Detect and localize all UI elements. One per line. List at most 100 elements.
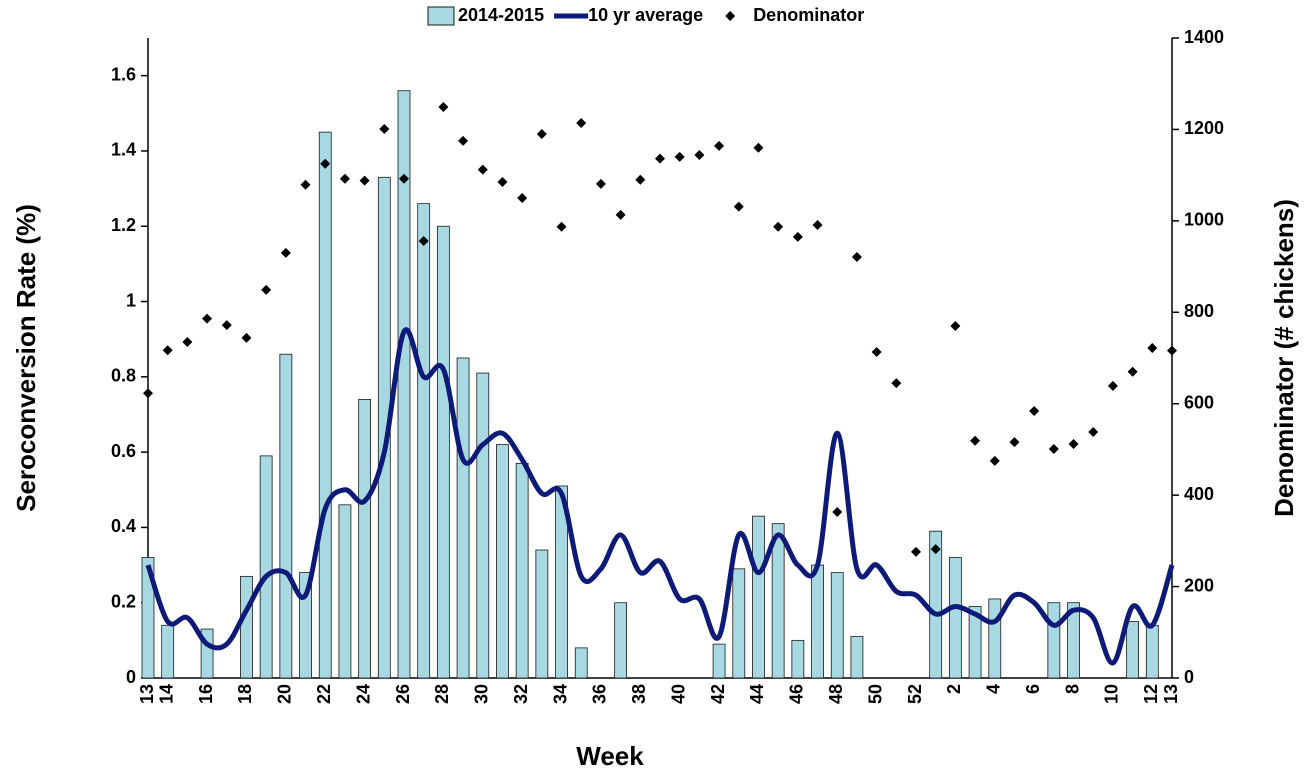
legend-swatch	[725, 11, 736, 21]
diamond-point	[911, 546, 921, 557]
diamond-point	[871, 347, 882, 358]
diamond-point	[497, 177, 508, 187]
y2-tick-label: 1400	[1184, 27, 1224, 47]
diamond-point	[261, 284, 272, 295]
y-tick-label: 1.4	[111, 140, 136, 160]
x-tick-label: 2	[944, 684, 964, 694]
diamond-point	[399, 173, 409, 184]
x-tick-label: 30	[472, 684, 492, 704]
bar	[1126, 621, 1140, 679]
y2-tick-label: 1200	[1184, 118, 1224, 138]
x-tick-label: 38	[629, 684, 649, 704]
diamond-point	[477, 164, 488, 175]
diamond-point	[536, 129, 547, 139]
legend-label: 2014-2015	[458, 5, 544, 25]
diamond-point	[595, 178, 606, 189]
x-tick-label: 36	[590, 684, 610, 704]
x-tick-label: 24	[353, 684, 373, 704]
x-tick-label: 8	[1062, 684, 1082, 694]
bar	[811, 564, 824, 679]
diamond-point	[143, 388, 153, 399]
x-tick-label: 10	[1102, 684, 1122, 704]
bar	[318, 131, 332, 679]
diamond-point	[635, 174, 646, 185]
bar	[279, 353, 293, 679]
x-tick-label: 14	[156, 684, 176, 704]
diamond-point	[1068, 438, 1079, 449]
bar	[496, 444, 509, 679]
x-tick-label: 42	[708, 684, 728, 704]
diamond-point	[733, 201, 744, 212]
bar	[968, 606, 982, 679]
bar	[141, 557, 155, 679]
diamond-point	[182, 337, 193, 347]
x-tick-label: 44	[747, 684, 767, 704]
y-tick-label: 0	[126, 667, 136, 687]
bar	[732, 568, 746, 679]
diamond-point	[792, 231, 803, 242]
y2-tick-label: 400	[1184, 484, 1214, 504]
diamond-point	[851, 251, 862, 262]
diamond-point	[1107, 380, 1118, 391]
diamond-point	[556, 221, 567, 232]
bar	[574, 647, 588, 679]
legend-label: Denominator	[753, 5, 864, 25]
bar	[515, 463, 529, 679]
bar	[791, 639, 805, 679]
x-axis-title: Week	[576, 741, 644, 771]
diamond-point	[832, 507, 843, 518]
bar	[240, 575, 253, 679]
legend-label: 10 yr average	[588, 5, 703, 25]
diamond-point	[438, 102, 449, 113]
bar	[456, 357, 470, 679]
diamond-point	[359, 175, 370, 186]
x-tick-label: 13	[137, 684, 157, 704]
bar	[614, 602, 628, 679]
diamond-point	[970, 435, 981, 446]
diamond-point	[694, 150, 705, 161]
bar	[988, 598, 1002, 679]
diamond-point	[517, 193, 528, 203]
bar	[417, 203, 431, 679]
y2-axis-title: Denominator (# chickens)	[1269, 199, 1299, 517]
diamond-point	[1088, 427, 1099, 438]
bar	[161, 624, 175, 679]
diamond-point	[1167, 345, 1177, 356]
y-tick-label: 0.6	[111, 441, 136, 461]
y2-tick-label: 1000	[1184, 210, 1224, 230]
diamond-point	[320, 158, 331, 169]
diamond-point	[221, 320, 232, 331]
x-tick-label: 50	[865, 684, 885, 704]
diamond-point	[202, 313, 213, 324]
x-tick-label: 4	[984, 684, 1004, 694]
bar	[850, 636, 864, 679]
y-tick-label: 0.4	[111, 516, 136, 536]
x-tick-label: 20	[275, 684, 295, 704]
y-axis-title: Seroconversion Rate (%)	[11, 204, 41, 512]
diamond-point	[379, 123, 390, 134]
diamond-point	[714, 140, 725, 151]
diamond-point	[458, 135, 469, 146]
y-tick-label: 1.2	[111, 215, 136, 235]
diamond-point	[1127, 366, 1138, 377]
x-tick-label: 28	[432, 684, 452, 704]
diamond-point	[812, 219, 823, 230]
diamond-point	[674, 151, 685, 162]
bar	[259, 455, 273, 679]
x-tick-label: 13	[1161, 684, 1181, 704]
diamond-point	[930, 544, 941, 555]
diamond-point	[1029, 406, 1040, 417]
x-tick-label: 52	[905, 684, 925, 704]
diamond-point	[576, 118, 587, 129]
diamond-point	[241, 332, 252, 343]
diamond-point	[1048, 443, 1059, 454]
y2-tick-label: 800	[1184, 301, 1214, 321]
x-tick-label: 40	[668, 684, 688, 704]
bar	[712, 643, 726, 679]
y-tick-label: 0.2	[111, 591, 136, 611]
bar	[929, 530, 943, 679]
diamond-point	[300, 179, 311, 190]
y2-tick-label: 200	[1184, 575, 1214, 595]
